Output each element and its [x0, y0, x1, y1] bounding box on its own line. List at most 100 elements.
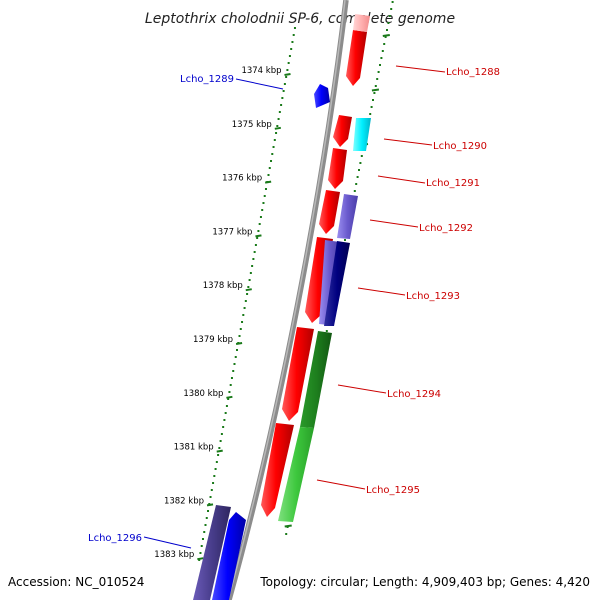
kbp-tick [206, 503, 214, 507]
kbp-tick-outer [284, 524, 292, 528]
kbp-label: 1377 kbp [212, 227, 252, 237]
ruler-dot [207, 510, 210, 512]
kbp-tick-outer [382, 34, 390, 37]
kbp-tick [274, 126, 281, 130]
ruler-dot [383, 43, 386, 45]
ruler-dot [344, 239, 346, 241]
gene-lcho-1288-segment[interactable] [353, 14, 370, 32]
ruler-dot [276, 125, 279, 127]
ruler-dot [198, 559, 201, 561]
ruler-dot [241, 321, 244, 323]
gene-lcho-1290-cds[interactable] [353, 118, 371, 151]
gene-label-lcho-1290[interactable]: Lcho_1290 [433, 141, 487, 152]
ruler-dot [251, 265, 254, 267]
ruler-dot [359, 162, 362, 164]
gene-lcho-1289-arrow[interactable] [314, 84, 330, 108]
kbp-tick [197, 557, 204, 561]
ruler-dot [244, 300, 247, 302]
gene-lcho-1294-arrow[interactable] [282, 327, 314, 421]
ruler-dot [242, 314, 245, 316]
gene-lcho-1291-arrow[interactable] [328, 148, 347, 189]
ruler-dot [384, 36, 387, 38]
kbp-tick [216, 449, 223, 453]
ruler-dot [377, 71, 380, 73]
gene-label-lcho-1293[interactable]: Lcho_1293 [406, 291, 460, 302]
leader-lcho-1291 [377, 175, 426, 184]
ruler-dot [215, 461, 218, 463]
gene-lcho-1292-arrow[interactable] [319, 190, 340, 234]
ruler-dot [214, 468, 217, 470]
gene-label-lcho-1294[interactable]: Lcho_1294 [387, 389, 441, 400]
ruler-dot [227, 398, 230, 400]
ruler-dot [249, 272, 252, 274]
ruler-dot [379, 64, 381, 66]
ruler-dot [271, 153, 274, 155]
gene-lcho-1295-cds[interactable] [278, 427, 314, 522]
ruler-dot [210, 489, 213, 491]
ruler-dot [293, 27, 296, 29]
accession-text: Accession: NC_010524 [8, 575, 144, 589]
ruler-dot [233, 363, 236, 365]
kbp-tick [284, 73, 291, 76]
gene-label-lcho-1292[interactable]: Lcho_1292 [419, 223, 473, 234]
ruler-dot [281, 97, 284, 99]
ruler-dot [372, 99, 374, 101]
ruler-dot [204, 524, 207, 526]
leader-lcho-1289 [235, 78, 284, 90]
ruler-dot [370, 106, 373, 108]
ruler-dot [280, 104, 283, 106]
kbp-label: 1376 kbp [222, 174, 262, 184]
ruler-dot [267, 174, 270, 176]
gene-lcho-1292-cds[interactable] [337, 194, 358, 239]
leader-lcho-1295 [316, 479, 366, 490]
gene-label-lcho-1291[interactable]: Lcho_1291 [426, 178, 480, 189]
ruler-dot [232, 370, 235, 372]
kbp-tick [264, 180, 272, 184]
leader-lcho-1294 [337, 384, 387, 394]
gene-label-lcho-1289[interactable]: Lcho_1289 [180, 74, 234, 85]
ruler-dot [246, 293, 249, 295]
gene-lcho-1293-cds[interactable] [324, 241, 350, 326]
ruler-dot [223, 419, 226, 421]
ruler-dot [291, 41, 294, 43]
leader-lcho-1292 [369, 219, 419, 228]
kbp-tick [235, 342, 243, 345]
ruler-dot [262, 202, 265, 204]
gene-lcho-1295-arrow[interactable] [261, 423, 294, 517]
gene-lcho-1288-arrow[interactable] [346, 30, 367, 86]
gene-lcho-1294-cds[interactable] [300, 331, 332, 428]
ruler-dot [247, 286, 250, 288]
ruler-dot [273, 139, 276, 141]
ruler-dot [243, 307, 246, 309]
ruler-dot [283, 83, 286, 85]
ruler-dot [386, 29, 388, 31]
ruler-dot [201, 538, 204, 540]
topology-text: Topology: circular; Length: 4,909,403 bp… [259, 575, 590, 589]
gene-lcho-1296-arrow[interactable] [212, 512, 246, 600]
ruler-dot [212, 482, 215, 484]
ruler-dot [369, 113, 372, 115]
ruler-dot [213, 475, 216, 477]
kbp-label: 1374 kbp [241, 66, 281, 76]
gene-lcho-1296-cds[interactable] [193, 505, 231, 600]
ruler-dot [360, 155, 363, 157]
ruler-dot [261, 209, 264, 211]
ruler-dot [234, 356, 237, 358]
kbp-tick [226, 395, 233, 399]
kbp-label: 1381 kbp [174, 443, 214, 453]
ruler-dot [236, 349, 238, 351]
leader-lcho-1293 [357, 287, 406, 296]
gene-label-lcho-1296[interactable]: Lcho_1296 [88, 533, 142, 544]
kbp-label: 1382 kbp [164, 496, 204, 506]
kbp-label: 1383 kbp [154, 550, 194, 560]
ruler-dot [381, 50, 384, 52]
ruler-dot [239, 328, 242, 330]
gene-label-lcho-1288[interactable]: Lcho_1288 [446, 67, 500, 78]
gene-label-lcho-1295[interactable]: Lcho_1295 [366, 485, 420, 496]
ruler-dot [259, 216, 262, 218]
kbp-tick [245, 288, 252, 292]
ruler-dot [205, 517, 208, 519]
gene-lcho-1290-arrow[interactable] [333, 115, 352, 147]
